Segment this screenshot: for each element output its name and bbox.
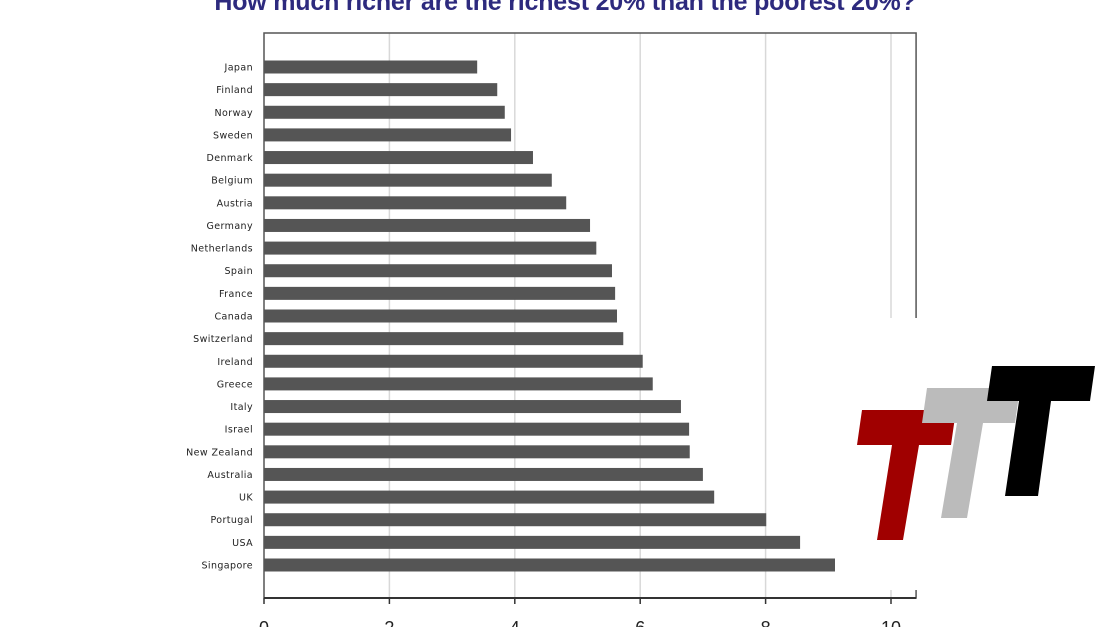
chart-title: How much richer are the richest 20% than… (214, 0, 916, 16)
category-label: Austria (217, 198, 253, 209)
bar-norway (264, 105, 505, 119)
category-label: Canada (214, 312, 253, 323)
category-label: Germany (207, 221, 253, 232)
bar-greece (264, 377, 653, 391)
x-tick-label: 8 (761, 618, 771, 627)
x-tick-label: 10 (881, 618, 901, 627)
bar-canada (264, 309, 618, 323)
category-label: Israel (225, 425, 253, 436)
bar-uk (264, 490, 715, 504)
bar-germany (264, 218, 591, 232)
bar-spain (264, 264, 612, 278)
bar-portugal (264, 513, 767, 527)
bar-australia (264, 467, 703, 481)
bar-ireland (264, 354, 643, 368)
category-label: Italy (230, 402, 253, 413)
category-label: Japan (224, 63, 254, 74)
x-tick-label: 6 (635, 618, 645, 627)
bar-netherlands (264, 241, 597, 255)
bar-finland (264, 83, 498, 97)
category-label: Denmark (207, 153, 254, 164)
category-label: France (219, 289, 253, 300)
bar-japan (264, 60, 478, 74)
category-label: Greece (217, 379, 253, 390)
category-label: UK (239, 493, 253, 504)
category-label: Netherlands (191, 244, 253, 255)
category-label: Portugal (210, 515, 253, 526)
category-label: Singapore (201, 561, 253, 572)
x-tick-label: 2 (384, 618, 394, 627)
category-label: Sweden (213, 130, 253, 141)
bar-new-zealand (264, 445, 690, 459)
category-label: Switzerland (193, 334, 253, 345)
bar-austria (264, 196, 567, 210)
bar-sweden (264, 128, 512, 142)
x-tick-label: 4 (510, 618, 520, 627)
category-label: USA (232, 538, 253, 549)
x-tick-label: 0 (259, 618, 269, 627)
ttt-logo-icon (857, 366, 1095, 540)
bar-italy (264, 400, 681, 414)
category-label: New Zealand (186, 447, 253, 458)
category-label: Belgium (211, 176, 253, 187)
category-label: Finland (216, 85, 253, 96)
bar-belgium (264, 173, 552, 187)
bar-denmark (264, 151, 533, 165)
bar-usa (264, 535, 801, 549)
category-label: Norway (215, 108, 253, 119)
bar-singapore (264, 558, 873, 572)
logo (835, 318, 1115, 590)
bar-switzerland (264, 332, 624, 346)
bar-israel (264, 422, 690, 436)
category-label: Spain (224, 266, 253, 277)
bar-france (264, 286, 616, 300)
category-label: Australia (207, 470, 253, 481)
category-label: Ireland (217, 357, 253, 368)
